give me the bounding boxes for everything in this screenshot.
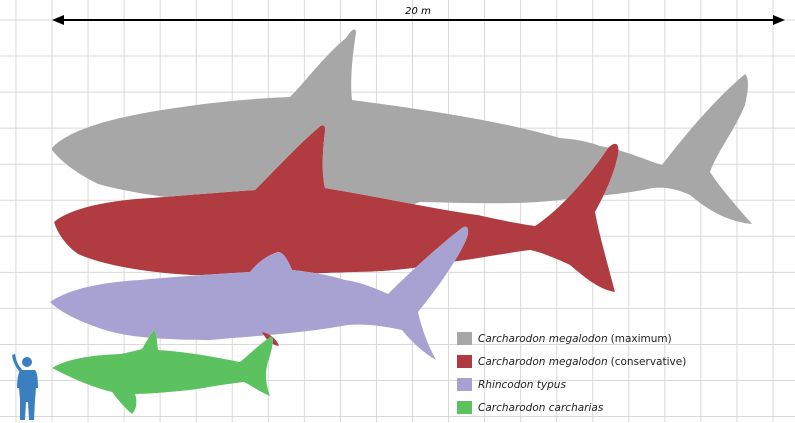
megalodon-conservative-silhouette	[54, 125, 619, 293]
legend-item-megalodon-conservative: Carcharodon megalodon (conservative)	[457, 354, 686, 369]
scale-bar: 20 m	[52, 6, 785, 25]
scale-bar-label: 20 m	[405, 6, 431, 17]
legend-swatch	[457, 332, 472, 345]
great-white-silhouette	[52, 330, 273, 414]
legend-item-whale-shark: Rhincodon typus	[457, 377, 686, 392]
megalodon-maximum-silhouette	[52, 29, 752, 224]
legend-note: (maximum)	[610, 332, 672, 345]
legend-species: Carcharodon megalodon	[478, 355, 608, 368]
legend-species: Rhincodon typus	[478, 378, 566, 391]
human-silhouette-icon	[12, 354, 38, 420]
legend-item-megalodon-maximum: Carcharodon megalodon (maximum)	[457, 331, 686, 346]
legend: Carcharodon megalodon (maximum) Carcharo…	[457, 331, 686, 423]
legend-species: Carcharodon megalodon	[478, 332, 608, 345]
legend-item-great-white: Carcharodon carcharias	[457, 400, 686, 415]
whale-shark-silhouette	[50, 226, 469, 360]
legend-swatch	[457, 401, 472, 414]
legend-swatch	[457, 355, 472, 368]
legend-note: (conservative)	[610, 355, 687, 368]
legend-species: Carcharodon carcharias	[478, 401, 604, 414]
legend-swatch	[457, 378, 472, 391]
